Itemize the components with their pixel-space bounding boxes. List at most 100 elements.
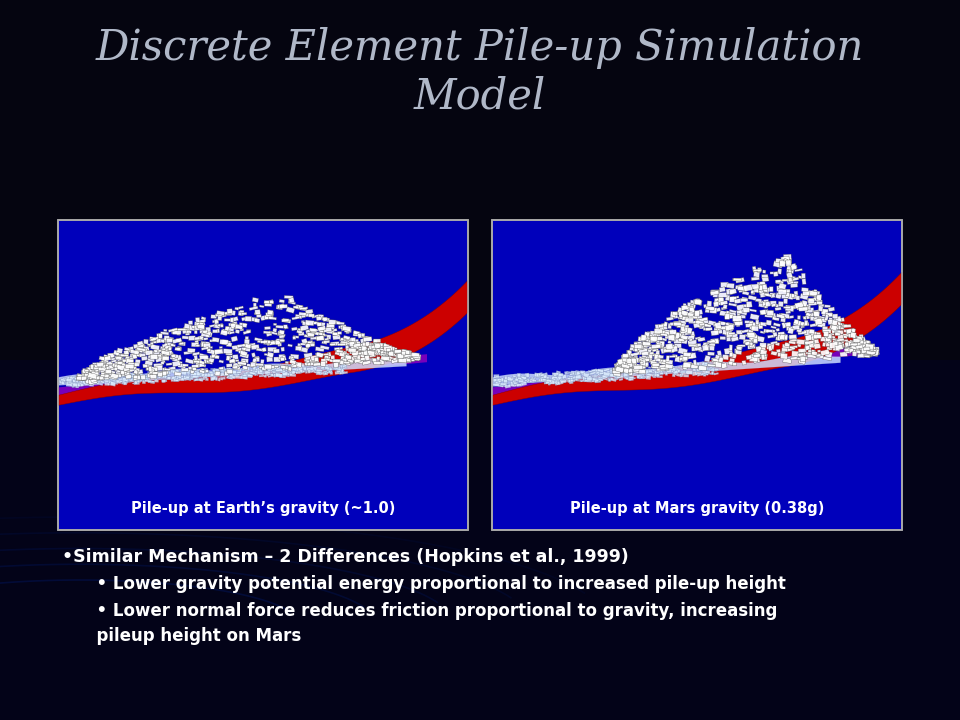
Polygon shape: [205, 327, 211, 332]
Polygon shape: [573, 376, 577, 377]
Polygon shape: [616, 367, 622, 372]
Polygon shape: [514, 381, 518, 384]
Polygon shape: [172, 357, 180, 362]
Polygon shape: [575, 375, 581, 379]
Polygon shape: [358, 333, 363, 338]
Polygon shape: [99, 376, 105, 381]
Polygon shape: [828, 339, 832, 343]
Polygon shape: [784, 342, 790, 347]
Polygon shape: [196, 320, 205, 328]
Polygon shape: [227, 368, 231, 371]
Polygon shape: [88, 378, 98, 385]
Polygon shape: [166, 377, 171, 379]
Polygon shape: [673, 321, 681, 325]
Polygon shape: [735, 320, 740, 323]
Polygon shape: [80, 379, 86, 384]
Polygon shape: [707, 339, 715, 343]
Polygon shape: [753, 339, 757, 343]
Polygon shape: [241, 376, 248, 379]
Polygon shape: [644, 344, 652, 347]
Polygon shape: [220, 330, 228, 336]
Polygon shape: [670, 368, 672, 369]
Polygon shape: [183, 328, 191, 331]
Polygon shape: [172, 354, 179, 359]
Polygon shape: [858, 339, 864, 342]
Polygon shape: [201, 343, 204, 347]
Polygon shape: [812, 310, 820, 314]
Polygon shape: [803, 305, 806, 310]
Polygon shape: [136, 346, 146, 348]
Polygon shape: [828, 334, 832, 338]
Polygon shape: [208, 358, 214, 363]
Polygon shape: [717, 351, 722, 357]
Polygon shape: [719, 310, 729, 317]
Polygon shape: [665, 359, 673, 364]
Polygon shape: [92, 376, 100, 379]
Polygon shape: [146, 366, 154, 371]
Polygon shape: [91, 379, 97, 382]
Polygon shape: [575, 372, 580, 374]
Polygon shape: [114, 374, 119, 377]
Polygon shape: [282, 369, 286, 372]
Polygon shape: [714, 322, 721, 329]
Polygon shape: [770, 301, 777, 306]
Polygon shape: [828, 319, 836, 325]
Polygon shape: [373, 343, 382, 348]
Polygon shape: [733, 318, 742, 324]
Polygon shape: [346, 361, 352, 364]
Polygon shape: [227, 368, 232, 371]
Polygon shape: [809, 335, 817, 341]
Polygon shape: [730, 297, 736, 302]
Polygon shape: [661, 359, 669, 365]
Polygon shape: [224, 374, 227, 377]
Polygon shape: [156, 356, 164, 362]
Polygon shape: [776, 349, 780, 353]
Polygon shape: [657, 366, 665, 371]
Polygon shape: [290, 374, 296, 377]
Polygon shape: [678, 338, 684, 341]
Polygon shape: [160, 355, 169, 359]
Polygon shape: [269, 316, 276, 320]
Polygon shape: [758, 300, 765, 304]
Polygon shape: [610, 377, 616, 382]
Polygon shape: [154, 370, 157, 373]
Polygon shape: [368, 346, 376, 351]
Polygon shape: [386, 359, 392, 361]
Polygon shape: [192, 375, 199, 378]
Polygon shape: [685, 371, 692, 374]
Polygon shape: [772, 317, 780, 321]
Polygon shape: [691, 364, 698, 369]
Polygon shape: [712, 307, 721, 312]
Polygon shape: [234, 307, 239, 310]
Polygon shape: [77, 378, 84, 380]
Polygon shape: [628, 363, 633, 367]
Polygon shape: [818, 303, 825, 307]
Polygon shape: [862, 352, 869, 356]
Polygon shape: [235, 329, 240, 333]
Polygon shape: [637, 376, 643, 378]
Polygon shape: [280, 371, 286, 373]
Polygon shape: [104, 354, 110, 359]
Polygon shape: [760, 349, 767, 356]
Polygon shape: [372, 340, 377, 344]
Polygon shape: [814, 321, 823, 327]
Polygon shape: [851, 343, 858, 346]
Polygon shape: [220, 370, 224, 372]
Polygon shape: [693, 360, 697, 366]
Polygon shape: [157, 372, 163, 377]
Polygon shape: [123, 380, 125, 384]
Polygon shape: [309, 328, 317, 332]
Polygon shape: [771, 294, 775, 298]
Polygon shape: [805, 335, 812, 341]
Polygon shape: [790, 265, 797, 269]
Polygon shape: [314, 357, 318, 361]
Polygon shape: [307, 341, 313, 346]
Polygon shape: [103, 356, 111, 361]
Polygon shape: [712, 339, 719, 343]
Polygon shape: [696, 373, 700, 374]
Polygon shape: [404, 354, 412, 357]
Polygon shape: [222, 329, 228, 333]
Polygon shape: [345, 328, 351, 333]
Polygon shape: [176, 369, 179, 372]
Polygon shape: [816, 294, 822, 300]
